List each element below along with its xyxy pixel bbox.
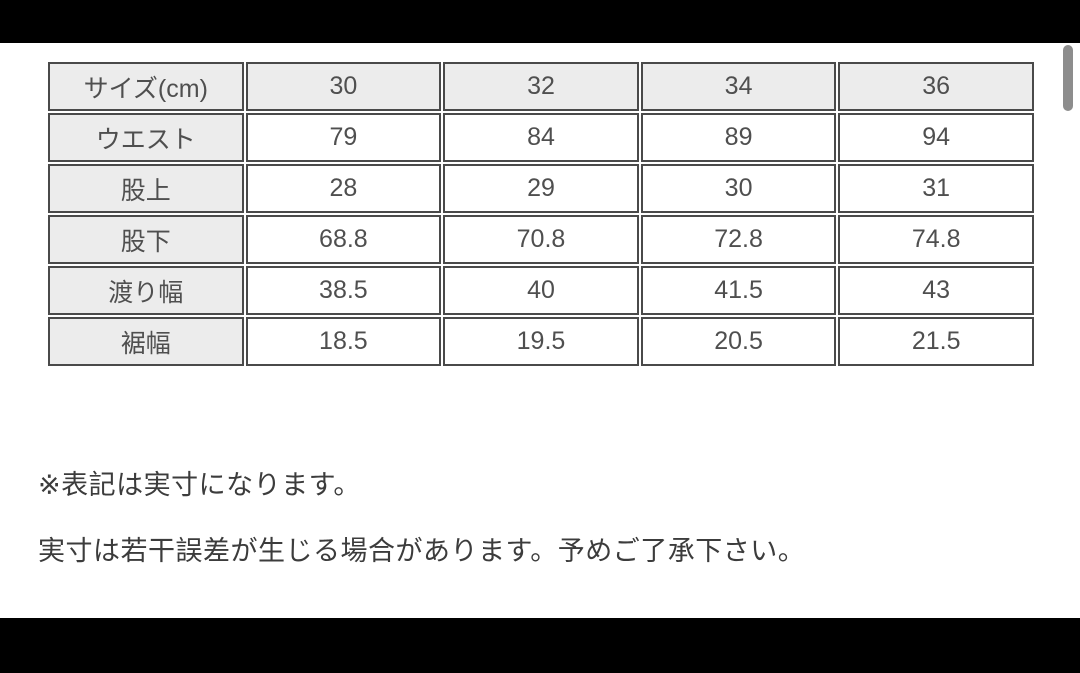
table-cell: 21.5 bbox=[838, 317, 1034, 366]
table-cell: 30 bbox=[640, 164, 837, 213]
table-cell: 18.5 bbox=[245, 317, 442, 366]
table-cell: 28 bbox=[245, 164, 442, 213]
table-row-rise: 股上 28 29 30 31 bbox=[48, 164, 1034, 213]
table-row-thigh-width: 渡り幅 38.5 40 41.5 43 bbox=[48, 266, 1034, 315]
page-content-area: サイズ(cm) 30 32 34 36 ウエスト 79 84 89 94 股上 … bbox=[0, 43, 1080, 618]
note-tolerance-disclaimer: 実寸は若干誤差が生じる場合があります。予めご了承下さい。 bbox=[38, 536, 806, 566]
row-label: 渡り幅 bbox=[48, 266, 244, 315]
table-cell: 72.8 bbox=[640, 215, 837, 264]
table-row-waist: ウエスト 79 84 89 94 bbox=[48, 113, 1034, 162]
table-cell: 84 bbox=[443, 113, 639, 162]
row-label: 股下 bbox=[48, 215, 244, 264]
size-column-header: 34 bbox=[640, 62, 837, 111]
row-label: 裾幅 bbox=[48, 317, 244, 366]
size-chart-header-row: サイズ(cm) 30 32 34 36 bbox=[48, 62, 1034, 111]
size-column-header: 36 bbox=[838, 62, 1034, 111]
table-cell: 70.8 bbox=[443, 215, 639, 264]
table-cell: 29 bbox=[443, 164, 639, 213]
note-actual-size: ※表記は実寸になります。 bbox=[38, 470, 361, 500]
size-column-header: 30 bbox=[245, 62, 442, 111]
table-row-hem-width: 裾幅 18.5 19.5 20.5 21.5 bbox=[48, 317, 1034, 366]
table-cell: 40 bbox=[443, 266, 639, 315]
table-cell: 79 bbox=[245, 113, 442, 162]
size-chart-table: サイズ(cm) 30 32 34 36 ウエスト 79 84 89 94 股上 … bbox=[46, 60, 1036, 368]
table-cell: 19.5 bbox=[443, 317, 639, 366]
table-cell: 94 bbox=[838, 113, 1034, 162]
size-column-header: 32 bbox=[443, 62, 639, 111]
scrollbar-thumb[interactable] bbox=[1063, 45, 1073, 111]
table-cell: 43 bbox=[838, 266, 1034, 315]
table-cell: 68.8 bbox=[245, 215, 442, 264]
top-letterbox-bar bbox=[0, 0, 1080, 43]
table-cell: 20.5 bbox=[640, 317, 837, 366]
row-label: 股上 bbox=[48, 164, 244, 213]
bottom-letterbox-bar bbox=[0, 618, 1080, 673]
size-chart-corner-cell: サイズ(cm) bbox=[48, 62, 244, 111]
table-cell: 74.8 bbox=[838, 215, 1034, 264]
table-cell: 38.5 bbox=[245, 266, 442, 315]
row-label: ウエスト bbox=[48, 113, 244, 162]
table-row-inseam: 股下 68.8 70.8 72.8 74.8 bbox=[48, 215, 1034, 264]
table-cell: 31 bbox=[838, 164, 1034, 213]
table-cell: 41.5 bbox=[640, 266, 837, 315]
table-cell: 89 bbox=[640, 113, 837, 162]
